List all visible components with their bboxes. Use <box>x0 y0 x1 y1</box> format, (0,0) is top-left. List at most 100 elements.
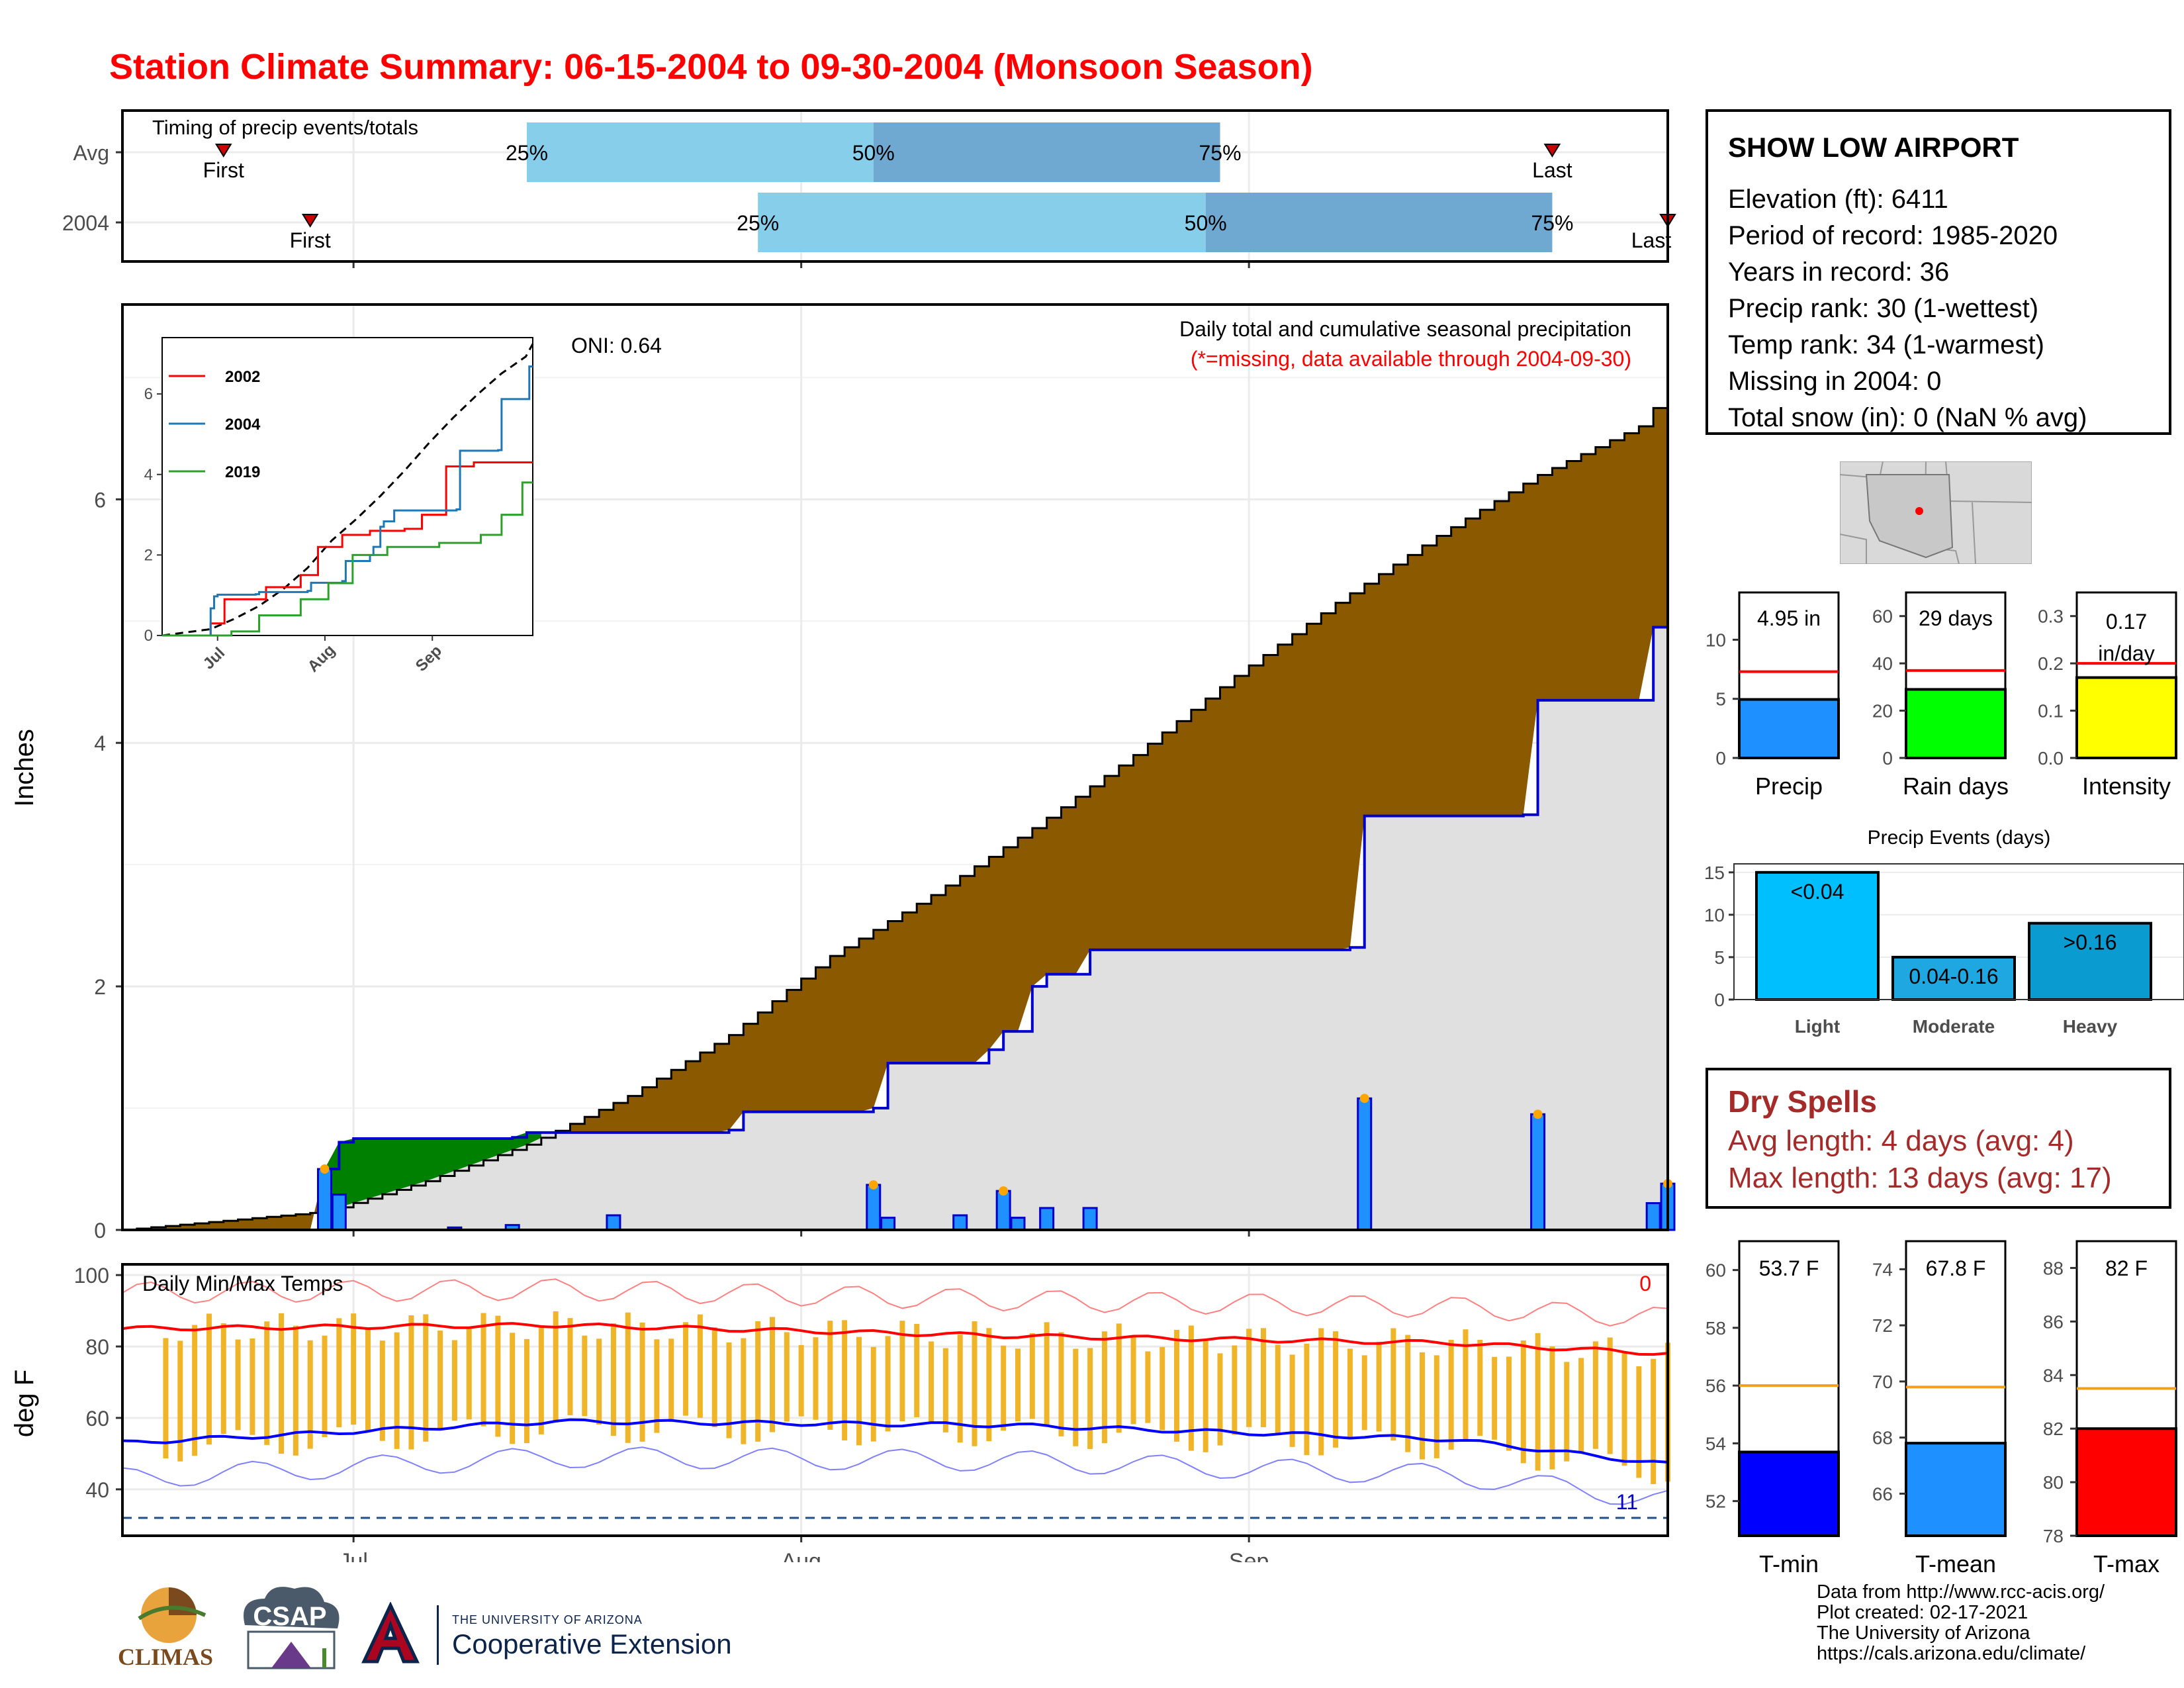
daily-temp-bar <box>1087 1348 1093 1449</box>
timing-bar-q25-q50 <box>527 122 874 182</box>
daily-precip-bar <box>880 1217 896 1231</box>
y-tick-label: 0 <box>1714 990 1725 1010</box>
daily-max-marker <box>868 1180 878 1190</box>
daily-temp-bar <box>1333 1331 1339 1448</box>
daily-temp-bar <box>1160 1346 1165 1430</box>
station-missing: Missing in 2004: 0 <box>1728 367 1942 396</box>
inset-frame <box>161 337 533 636</box>
daily-temp-bar <box>1073 1348 1079 1446</box>
y-tick-label: 84 <box>2043 1365 2064 1385</box>
record-min-line <box>122 1446 1668 1505</box>
dry-spells-avg: Avg length: 4 days (avg: 4) <box>1728 1125 2074 1157</box>
y-tick-label: 0.0 <box>2038 748 2064 769</box>
timing-row-label: 2004 <box>62 211 109 235</box>
ua-logo <box>361 1602 420 1664</box>
page-title: Station Climate Summary: 06-15-2004 to 0… <box>109 47 1313 87</box>
events-title: Precip Events (days) <box>1868 827 2051 849</box>
daily-temp-bar <box>379 1340 385 1441</box>
y-tick-label: 0.2 <box>2038 653 2064 674</box>
daily-max-marker <box>999 1186 1009 1196</box>
climas-logo: CLIMAS <box>118 1587 213 1670</box>
above-average-area <box>324 1132 541 1212</box>
daily-temp-bar <box>1232 1345 1238 1435</box>
daily-temp-bar <box>351 1313 357 1425</box>
daily-temp-bar <box>510 1333 516 1444</box>
daily-temp-bar <box>741 1338 747 1444</box>
station-elevation: Elevation (ft): 6411 <box>1728 185 1948 214</box>
mini-bar-name: Precip <box>1755 773 1823 800</box>
daily-precip-bar <box>1039 1207 1055 1231</box>
daily-temp-bar <box>1275 1344 1281 1436</box>
precip-note-missing: (*=missing, data available through 2004-… <box>1191 347 1631 371</box>
record-max-line <box>122 1278 1668 1327</box>
daily-precip-bar <box>866 1184 882 1231</box>
precip-events-chart: Precip Events (days) 0 5 10 15 <0.04 Light 0.04… <box>1704 827 2184 1037</box>
daily-precip-bar <box>1530 1113 1546 1231</box>
y-tick-label: 15 <box>1704 863 1725 883</box>
daily-temp-bar <box>914 1323 920 1417</box>
station-years: Years in record: 36 <box>1728 258 1950 287</box>
daily-temp-bar <box>582 1335 588 1417</box>
daily-temp-bar <box>1506 1356 1512 1451</box>
y-tick-label: 5 <box>1715 689 1726 710</box>
y-tick-label: 0 <box>1715 748 1726 769</box>
daily-temp-bar <box>1130 1336 1136 1425</box>
timing-q25-label: 25% <box>506 141 548 165</box>
summary-bars: 0 5 10 Precip 4.95 in 0 20 40 60 Rain days 29 days… <box>1706 591 2177 800</box>
daily-temp-bar <box>697 1314 703 1418</box>
daily-temp-bar <box>1347 1348 1353 1437</box>
y-axis-label: Inches <box>10 729 39 807</box>
inset-line-2002 <box>162 461 533 637</box>
y-tick-label: 66 <box>1872 1483 1893 1504</box>
daily-temp-bar <box>726 1342 732 1438</box>
precip-panel: 0 2 4 6 Inches Daily total and cumulative sea… <box>10 303 1676 1243</box>
timing-frame <box>121 109 1669 263</box>
events-bar <box>2028 921 2152 1001</box>
daily-temp-bar <box>986 1328 992 1442</box>
daily-temp-bar <box>480 1313 486 1427</box>
ua-logo-small-text: THE UNIVERSITY OF ARIZONA <box>452 1613 643 1626</box>
y-tick-label: 10 <box>1704 905 1725 925</box>
first-label: First <box>290 228 331 252</box>
timing-bar-q25-q50 <box>758 193 1206 252</box>
events-bar-label: <0.04 <box>1791 880 1844 904</box>
x-tick-label: Sep <box>1229 1549 1269 1562</box>
daily-temp-bar <box>798 1344 804 1417</box>
events-bar-label: >0.16 <box>2064 931 2117 955</box>
credit-line: Data from http://www.rcc-acis.org/ <box>1817 1581 2105 1603</box>
mini-bar-value <box>2075 676 2177 759</box>
daily-precip-bar <box>331 1194 347 1231</box>
mini-bar-name: T-max <box>2093 1550 2160 1577</box>
daily-precip-bar <box>317 1168 333 1231</box>
daily-temp-bar <box>451 1340 457 1421</box>
csap-logo: CSAP <box>244 1587 340 1669</box>
y-tick-label: 80 <box>2043 1472 2064 1493</box>
daily-temp-bar <box>842 1320 848 1441</box>
y-tick-label: 0 <box>94 1219 106 1243</box>
daily-precip-bar <box>606 1214 621 1231</box>
daily-temp-bar <box>942 1348 948 1432</box>
daily-temp-bar <box>1044 1322 1050 1425</box>
csap-logo-text: CSAP <box>253 1602 326 1631</box>
daily-temp-bar <box>1564 1362 1570 1462</box>
daily-temp-bar <box>307 1340 313 1449</box>
daily-temp-bar <box>1390 1328 1396 1441</box>
daily-precip-bar <box>1082 1207 1098 1231</box>
timing-bar-q50-q75 <box>1205 193 1553 252</box>
y-tick-label: 88 <box>2043 1258 2064 1278</box>
y-tick-label: 0.3 <box>2038 606 2064 627</box>
y-tick-label: 4 <box>94 731 106 755</box>
y-tick-label: 58 <box>1706 1318 1726 1338</box>
daily-precip-bar <box>1010 1217 1026 1231</box>
inset-legend-label: 2002 <box>225 368 260 386</box>
daily-temp-bar <box>1477 1340 1483 1436</box>
inset-line-2004 <box>162 365 533 637</box>
daily-temp-bar <box>610 1323 616 1436</box>
daily-temp-bar <box>1015 1348 1021 1422</box>
daily-temp-bar <box>972 1321 978 1446</box>
daily-temp-bar <box>235 1339 241 1430</box>
daily-temp-bar <box>1174 1329 1180 1442</box>
timing-q50-label: 50% <box>1185 211 1227 235</box>
timing-q75-label: 75% <box>1199 141 1241 165</box>
precip-frame <box>121 303 1669 1231</box>
